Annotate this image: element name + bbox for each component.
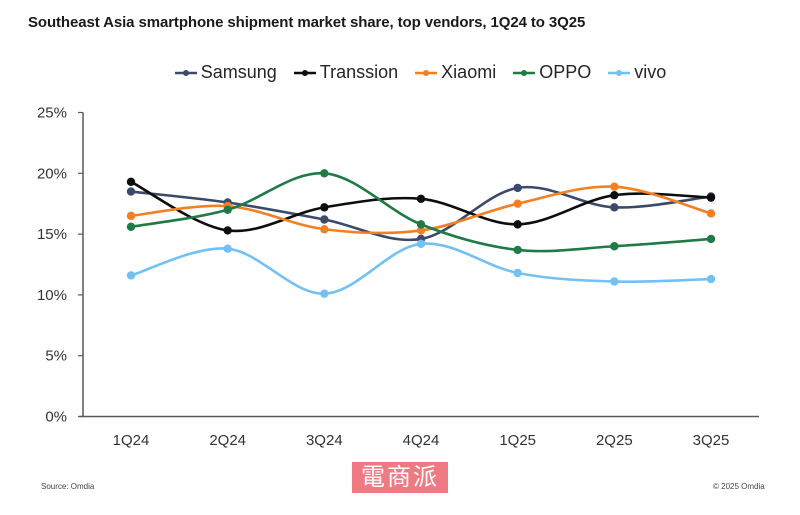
data-point-samsung-1q25 (513, 183, 522, 193)
legend-line-marker-icon (608, 69, 631, 76)
legend-line-marker-icon (513, 69, 536, 76)
y-tick-label: 5% (45, 348, 67, 365)
legend-label: OPPO (539, 62, 592, 82)
watermark: 電商派 (352, 462, 448, 493)
data-point-vivo-4q24 (416, 239, 426, 249)
y-tick-label: 0% (45, 409, 67, 426)
legend-line-marker-icon (415, 69, 438, 76)
data-point-vivo-2q25 (610, 277, 619, 286)
axes: 0% 5% 10% 15% 20% 25% 1Q24 2Q24 3Q24 4Q24 1Q25 2Q25… (37, 105, 759, 449)
data-point-transsion-3q24 (320, 203, 329, 212)
legend-line-marker-icon (174, 69, 197, 76)
data-point-samsung-1q24 (126, 187, 136, 196)
data-point-xiaomi-2q25 (610, 182, 619, 191)
x-tick-label: 3Q24 (306, 432, 343, 449)
legend-item-vivo: vivo (607, 62, 666, 83)
legend-line-marker-icon (293, 69, 316, 76)
legend-label: Transsion (319, 62, 399, 82)
data-point-xiaomi-4q24 (416, 226, 426, 235)
data-point-transsion-1q25 (513, 220, 522, 229)
data-point-transsion-1q24 (126, 177, 136, 187)
data-point-xiaomi-1q25 (513, 199, 522, 208)
source-note: Source: Omdia (41, 482, 95, 491)
data-point-oppo-2q24 (223, 205, 232, 214)
legend: Samsung Transsion Xiaomi OPPO vivo (0, 62, 800, 83)
data-point-samsung-3q24 (320, 215, 329, 224)
x-tick-label: 2Q24 (209, 432, 246, 449)
copyright-note: © 2025 Omdia (713, 482, 765, 491)
x-tick-label: 1Q24 (113, 432, 150, 449)
y-tick-label: 20% (37, 165, 67, 182)
data-point-vivo-2q24 (223, 244, 232, 253)
legend-label: Xiaomi (441, 62, 497, 82)
data-point-vivo-3q24 (320, 289, 329, 298)
legend-item-oppo: OPPO (512, 62, 591, 83)
data-point-samsung-2q25 (610, 203, 619, 212)
data-point-oppo-1q24 (126, 222, 136, 232)
data-point-vivo-3q25 (706, 274, 716, 284)
series-points (126, 169, 716, 298)
x-tick-label: 1Q25 (499, 432, 536, 449)
data-point-xiaomi-3q24 (320, 225, 329, 234)
data-point-transsion-2q24 (223, 226, 232, 235)
data-point-transsion-4q24 (416, 194, 426, 204)
legend-item-xiaomi: Xiaomi (414, 62, 496, 83)
legend-label: vivo (634, 62, 667, 82)
x-tick-label: 3Q25 (693, 432, 730, 449)
data-point-oppo-4q24 (416, 220, 426, 229)
y-tick-label: 15% (37, 226, 67, 243)
data-point-xiaomi-1q24 (126, 211, 136, 221)
data-point-oppo-2q25 (610, 242, 619, 251)
data-point-transsion-2q25 (610, 190, 619, 200)
legend-label: Samsung (200, 62, 277, 82)
data-point-oppo-3q25 (706, 234, 716, 244)
data-point-oppo-3q24 (320, 169, 329, 178)
chart-title: Southeast Asia smartphone shipment marke… (28, 14, 586, 31)
data-point-vivo-1q24 (126, 271, 136, 280)
legend-item-samsung: Samsung (174, 62, 277, 83)
y-tick-label: 10% (37, 287, 67, 304)
data-point-oppo-1q25 (513, 245, 522, 255)
legend-item-transsion: Transsion (293, 62, 398, 83)
data-point-vivo-1q25 (513, 268, 522, 278)
x-tick-label: 4Q24 (403, 432, 440, 449)
data-point-xiaomi-3q25 (706, 209, 716, 218)
data-point-transsion-3q25 (706, 193, 716, 202)
y-tick-label: 25% (37, 105, 67, 122)
series-line-vivo (129, 242, 713, 295)
x-tick-label: 2Q25 (596, 432, 633, 449)
